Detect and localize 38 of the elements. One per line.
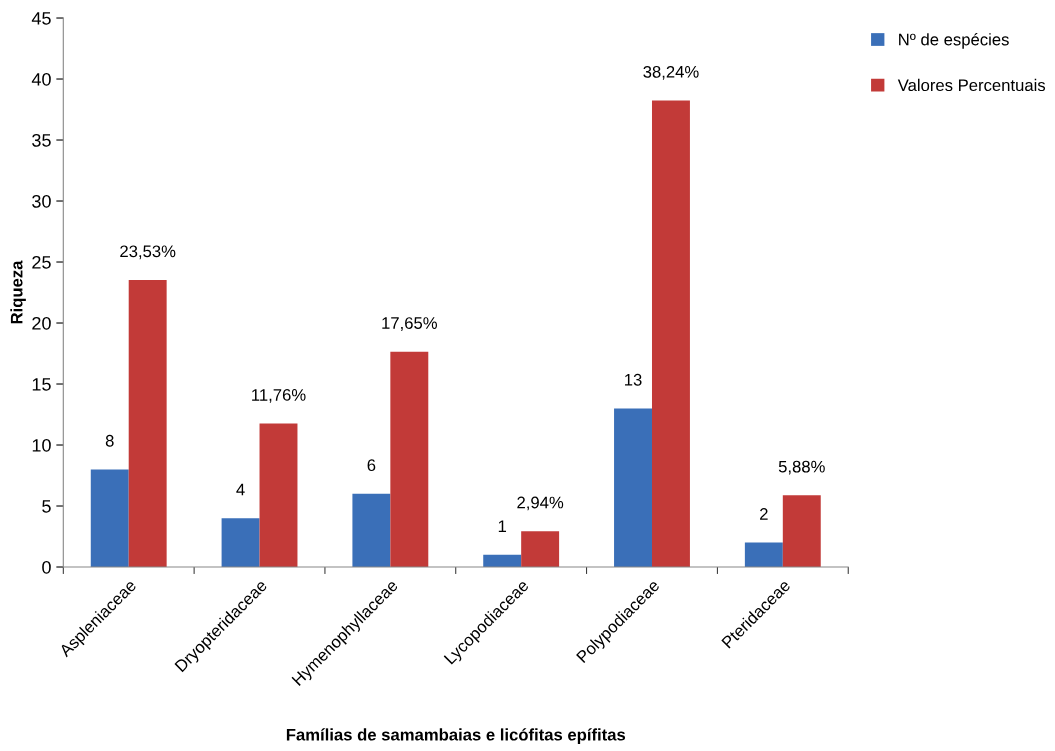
bar xyxy=(782,495,821,567)
y-tick-label: 40 xyxy=(31,72,51,86)
data-label: 2,94% xyxy=(517,496,564,511)
y-tick-label: 30 xyxy=(32,194,51,208)
bar xyxy=(259,423,298,567)
y-tick-label: 0 xyxy=(42,560,51,574)
y-tick-label: 25 xyxy=(32,255,51,269)
data-label: 4 xyxy=(236,483,245,496)
bar xyxy=(128,279,167,567)
data-label: 1 xyxy=(498,520,507,532)
bar xyxy=(651,100,690,567)
data-label: 8 xyxy=(105,434,114,447)
bar xyxy=(221,518,260,567)
legend-label: Valores Percentuais xyxy=(897,78,1046,92)
y-tick-label: 10 xyxy=(32,438,51,452)
bar xyxy=(614,408,652,567)
data-label: 2 xyxy=(760,508,768,520)
bar xyxy=(483,554,522,567)
data-label: 23,53% xyxy=(120,245,176,260)
data-label: 6 xyxy=(367,459,376,472)
y-tick-label: 35 xyxy=(32,133,51,147)
bar xyxy=(352,493,391,567)
legend-label: Nº de espécies xyxy=(899,33,1009,49)
y-tick-label: 5 xyxy=(42,500,51,513)
y-tick-label: 20 xyxy=(32,316,51,330)
data-label: 38,24% xyxy=(643,65,699,80)
y-tick-label: 15 xyxy=(32,378,51,391)
data-label: 17,65% xyxy=(382,317,437,331)
data-label: 5,88% xyxy=(778,460,825,475)
data-label: 11,76% xyxy=(252,389,306,403)
bar xyxy=(90,469,129,567)
y-axis-title: Riqueza xyxy=(10,260,26,324)
bar xyxy=(390,351,429,567)
bar xyxy=(744,542,783,567)
data-label: 13 xyxy=(625,373,642,386)
x-axis-title: Famílias de samambaias e licófitas epífitas xyxy=(286,728,626,744)
bar xyxy=(521,531,560,567)
y-tick-label: 45 xyxy=(31,12,51,25)
